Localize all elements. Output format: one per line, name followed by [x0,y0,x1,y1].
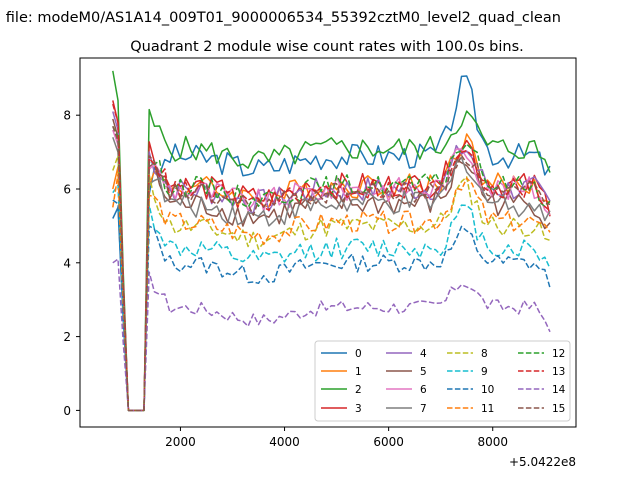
plot-lines [112,70,551,412]
x-tick-label-2000: 2000 [165,435,196,449]
y-tick-label-8: 8 [63,109,71,123]
series-line-10 [112,199,551,412]
x-tick-label-4000: 4000 [269,435,300,449]
y-axis: 0 2 4 6 8 [63,109,80,418]
x-offset-label: +5.0422e8 [509,455,576,469]
series-line-13 [112,103,551,412]
legend-label-14: 14 [552,384,566,396]
series-line-12 [112,125,551,412]
legend-label-3: 3 [355,403,362,415]
x-tick-label-6000: 6000 [373,435,404,449]
series-line-14 [112,258,551,412]
legend-label-0: 0 [355,348,362,360]
y-tick-label-2: 2 [63,330,71,344]
legend-label-10: 10 [481,384,494,396]
series-line-11 [112,173,551,412]
series-line-0 [112,75,551,412]
legend-box [314,340,571,422]
chart-suptitle: n file: modeM0/AS1A14_009T01_9000006534_… [0,10,561,26]
legend-label-11: 11 [481,403,494,415]
series-line-8 [112,155,551,412]
series-line-2 [112,70,551,412]
series-line-6 [112,129,551,412]
y-tick-label-6: 6 [63,182,71,196]
legend-label-5: 5 [420,366,427,378]
x-axis: 2000 4000 6000 8000 [165,427,508,449]
legend-label-7: 7 [420,403,427,415]
y-tick-label-4: 4 [63,256,71,270]
series-line-9 [112,184,551,412]
legend-label-13: 13 [552,366,565,378]
legend-label-4: 4 [420,348,427,360]
legend-label-9: 9 [481,366,488,378]
x-tick-label-8000: 8000 [477,435,508,449]
legend-label-1: 1 [355,366,362,378]
series-line-15 [112,126,551,412]
y-tick-label-0: 0 [63,404,71,418]
legend-label-12: 12 [552,348,565,360]
axes-frame [79,57,577,428]
legend-label-6: 6 [420,384,427,396]
series-line-7 [112,137,551,412]
legend-label-15: 15 [552,403,565,415]
legend-label-2: 2 [355,384,362,396]
legend-label-8: 8 [481,348,488,360]
chart-title: Quadrant 2 module wise count rates with … [130,39,524,55]
